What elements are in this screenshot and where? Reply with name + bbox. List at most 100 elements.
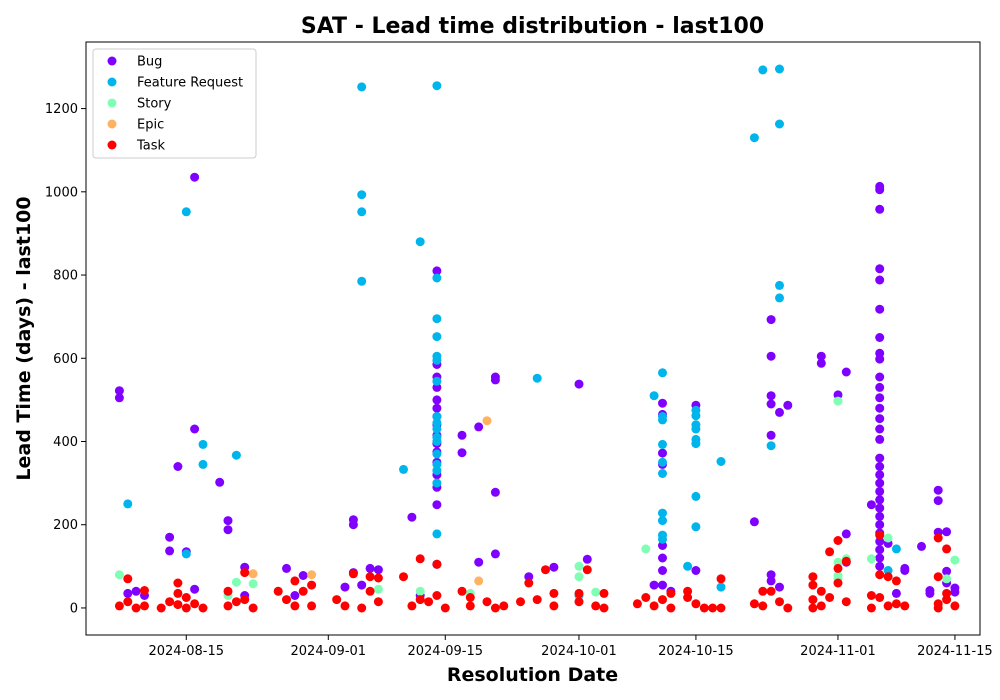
task-point <box>783 603 793 613</box>
y-tick-label: 600 <box>53 352 78 367</box>
task-point <box>307 580 317 590</box>
task-point <box>574 588 584 598</box>
task-point <box>883 601 893 611</box>
story-point <box>591 587 601 597</box>
bug-point <box>432 266 442 276</box>
y-tick-label: 200 <box>53 518 78 533</box>
feature-request-point <box>357 82 367 92</box>
feature-request-point <box>691 439 701 449</box>
legend-label-bug: Bug <box>137 55 162 70</box>
task-point <box>816 601 826 611</box>
task-point <box>432 559 442 569</box>
x-axis: 2024-08-15 2024-09-01 2024-09-15 2024-10-01… <box>148 635 993 659</box>
task-point <box>942 544 952 554</box>
story-point <box>373 584 383 594</box>
feature-request-point <box>231 450 241 460</box>
epic-point <box>474 576 484 586</box>
bug-point <box>875 511 885 521</box>
bug-point <box>875 462 885 471</box>
bug-point <box>833 390 843 400</box>
bug-point <box>474 422 484 432</box>
bug-point <box>875 553 885 563</box>
feature-request-point <box>658 457 667 467</box>
task-point <box>875 593 885 602</box>
bug-point <box>658 566 667 575</box>
feature-request-point <box>432 376 442 386</box>
bug-point <box>875 520 885 530</box>
bug-point <box>766 315 776 325</box>
x-tick-label: 2024-11-15 <box>917 644 993 659</box>
task-point <box>131 603 141 613</box>
task-point <box>816 586 826 596</box>
plot-frame <box>85 41 981 636</box>
task-point <box>365 586 375 596</box>
task-point <box>123 574 133 584</box>
task-point <box>942 588 952 598</box>
task-point <box>457 586 467 596</box>
story-point <box>641 544 651 554</box>
x-tick-label: 2024-09-01 <box>291 644 367 659</box>
feature-request-point <box>432 449 442 459</box>
task-point <box>415 554 425 564</box>
epic-point <box>482 416 492 426</box>
task-point <box>875 530 885 540</box>
bug-point <box>875 536 885 546</box>
task-point <box>190 599 200 609</box>
task-point <box>282 595 291 605</box>
task-point <box>833 578 843 588</box>
task-point <box>432 591 442 600</box>
task-point <box>524 578 534 588</box>
bug-point <box>357 580 367 590</box>
y-axis-label: Lead Time (days) - last100 <box>13 196 35 480</box>
task-point <box>223 601 233 611</box>
bug-point <box>875 264 885 274</box>
feature-request-point <box>532 373 542 383</box>
bug-point <box>875 503 885 513</box>
task-point <box>198 603 208 613</box>
bug-point <box>900 566 910 575</box>
task-point <box>307 601 317 611</box>
bug-point <box>190 424 200 434</box>
epic-point <box>307 570 317 580</box>
bug-point <box>173 462 183 471</box>
bug-point <box>432 500 442 510</box>
feature-request-point <box>432 314 442 324</box>
bug-point <box>749 517 759 527</box>
feature-request-point <box>658 508 667 518</box>
task-point <box>942 595 952 605</box>
task-point <box>841 556 851 566</box>
task-point <box>683 586 693 596</box>
task-point <box>357 603 367 613</box>
feature-request-point <box>775 280 784 290</box>
story-point <box>415 586 425 596</box>
y-tick-label: 1200 <box>45 102 78 117</box>
bug-point <box>766 399 776 409</box>
feature-request-point <box>891 544 901 554</box>
task-point <box>933 603 943 613</box>
task-point <box>866 591 876 600</box>
story-point <box>866 554 876 564</box>
feature-request-point <box>357 190 367 200</box>
task-point <box>933 533 943 543</box>
bug-point <box>348 520 358 530</box>
bug-point <box>875 354 885 364</box>
bug-point <box>457 430 467 440</box>
task-point <box>415 595 425 605</box>
bug-point <box>875 414 885 424</box>
task-point <box>165 597 175 607</box>
y-tick-label: 1000 <box>45 185 78 200</box>
x-tick-label: 2024-10-15 <box>658 644 734 659</box>
task-point <box>808 572 818 582</box>
feature-request-point <box>749 133 759 143</box>
task-point <box>641 593 651 602</box>
bug-point <box>875 434 885 444</box>
task-point <box>240 568 250 578</box>
feature-request-point <box>766 441 776 451</box>
bug-point <box>917 541 926 551</box>
bug-point <box>165 532 175 542</box>
bug-point <box>658 541 667 550</box>
bug-point <box>875 393 885 403</box>
feature-request-point <box>432 273 442 283</box>
task-point <box>340 601 350 611</box>
bug-point <box>942 527 952 537</box>
